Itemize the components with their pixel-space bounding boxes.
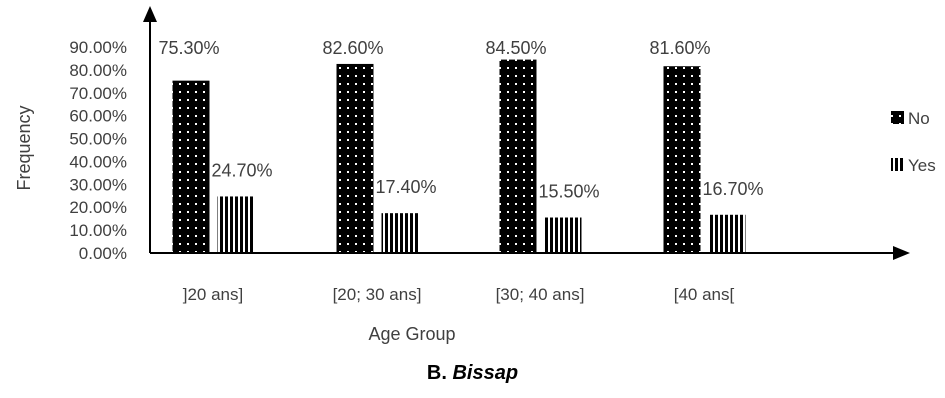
x-tick-label: [30; 40 ans] xyxy=(496,285,585,304)
bar-no xyxy=(336,63,374,254)
y-tick-label: 50.00% xyxy=(69,130,127,149)
data-label-yes: 15.50% xyxy=(538,182,599,202)
bars xyxy=(172,59,746,254)
data-label-yes: 24.70% xyxy=(211,160,272,180)
y-tick-label: 0.00% xyxy=(79,244,127,263)
y-tick-label: 70.00% xyxy=(69,84,127,103)
legend-label-no: No xyxy=(908,109,930,128)
y-axis-arrow xyxy=(143,6,157,22)
caption-prefix: B. xyxy=(426,362,453,384)
data-label-no: 81.60% xyxy=(649,38,710,58)
data-label-no: 75.30% xyxy=(158,38,219,58)
x-tick-label: [20; 30 ans] xyxy=(333,285,422,304)
y-tick-label: 20.00% xyxy=(69,198,127,217)
x-axis-ticks: ]20 ans] [20; 30 ans] [30; 40 ans] [40 ans[ xyxy=(183,285,735,304)
y-tick-label: 10.00% xyxy=(69,221,127,240)
bar-yes xyxy=(544,217,582,253)
data-label-no: 84.50% xyxy=(485,38,546,58)
data-label-no: 82.60% xyxy=(322,38,383,58)
y-axis-title: Frequency xyxy=(14,105,34,190)
legend-label-yes: Yes xyxy=(908,156,936,175)
caption-name: Bissap xyxy=(452,362,519,384)
bar-chart: 0.00% 10.00% 20.00% 30.00% 40.00% 50.00% 60.00… xyxy=(14,6,936,344)
bar-yes xyxy=(217,196,255,253)
legend: No Yes xyxy=(891,109,936,175)
y-tick-label: 90.00% xyxy=(69,38,127,57)
data-label-yes: 17.40% xyxy=(375,177,436,197)
y-tick-label: 60.00% xyxy=(69,107,127,126)
y-axis-ticks: 0.00% 10.00% 20.00% 30.00% 40.00% 50.00% 60.00… xyxy=(69,38,127,263)
bar-no xyxy=(663,66,701,253)
bar-yes xyxy=(381,213,419,253)
y-tick-label: 30.00% xyxy=(69,175,127,194)
legend-swatch-no xyxy=(891,111,904,124)
x-axis-arrow xyxy=(893,246,910,260)
y-tick-label: 40.00% xyxy=(69,152,127,171)
data-labels: 75.30% 82.60% 84.50% 81.60% 24.70% 17.40% 15.5… xyxy=(158,38,763,202)
data-label-yes: 16.70% xyxy=(702,179,763,199)
figure-caption: B. Bissap xyxy=(0,362,945,385)
bar-no xyxy=(172,80,210,253)
x-tick-label: ]20 ans] xyxy=(183,285,244,304)
y-tick-label: 80.00% xyxy=(69,61,127,80)
legend-swatch-yes xyxy=(891,158,904,171)
bar-yes xyxy=(708,214,746,253)
bar-no xyxy=(499,59,537,253)
x-axis-title: Age Group xyxy=(368,324,455,344)
x-tick-label: [40 ans[ xyxy=(674,285,735,304)
